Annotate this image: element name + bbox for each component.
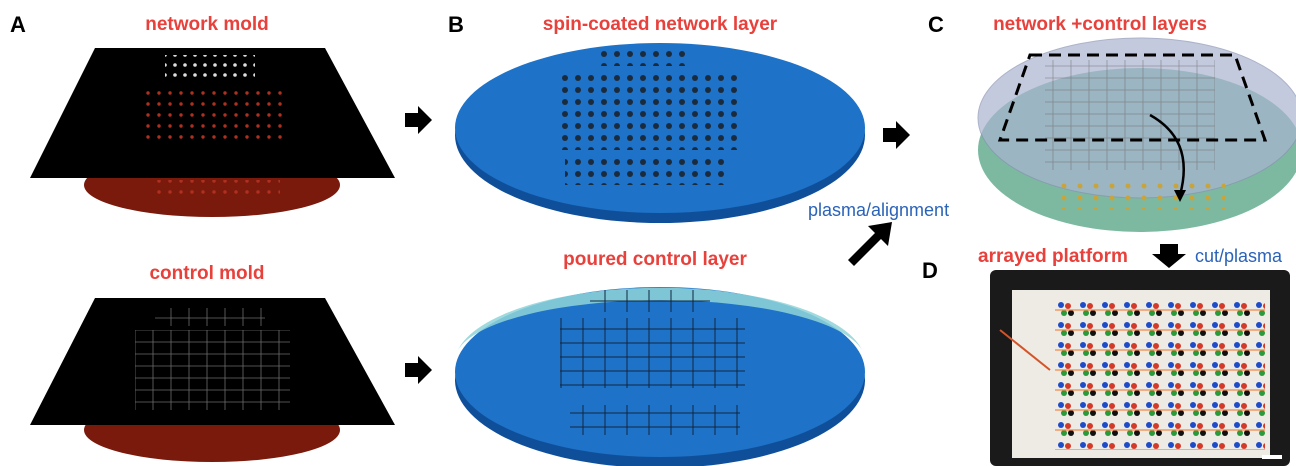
pattern: [140, 85, 285, 145]
panel-label: network +control layers: [993, 14, 1207, 35]
panel-letter: A: [10, 12, 26, 37]
pattern: [150, 180, 280, 196]
clip: [965, 195, 985, 225]
arrow: [883, 121, 910, 149]
arrow: [1152, 244, 1186, 268]
pattern: [1045, 60, 1215, 170]
panel-label: control mold: [149, 263, 264, 284]
step-label: plasma/alignment: [808, 200, 949, 220]
pattern: [595, 48, 690, 66]
arrow: [405, 106, 432, 134]
pattern: [135, 330, 290, 410]
pattern: [1060, 180, 1225, 210]
pattern: [555, 70, 740, 150]
pattern: [155, 308, 265, 326]
panel-letter: B: [448, 12, 464, 37]
figure: A network mold control mold B spin-coate…: [0, 0, 1296, 466]
panel-letter: C: [928, 12, 944, 37]
panel-label: network mold: [145, 14, 269, 35]
scale-bar: [1262, 455, 1282, 459]
pattern: [560, 318, 745, 388]
pattern: [570, 405, 740, 435]
pattern: [590, 290, 710, 312]
panel-label: poured control layer: [563, 249, 747, 270]
array: [1055, 300, 1265, 450]
panel-letter: D: [922, 258, 938, 283]
panel-label: arrayed platform: [978, 246, 1128, 267]
step-label: cut/plasma: [1195, 246, 1283, 266]
panel-label: spin-coated network layer: [543, 14, 778, 35]
arrow: [848, 222, 892, 266]
arrow: [405, 356, 432, 384]
pattern: [165, 55, 255, 77]
pattern: [565, 155, 730, 185]
